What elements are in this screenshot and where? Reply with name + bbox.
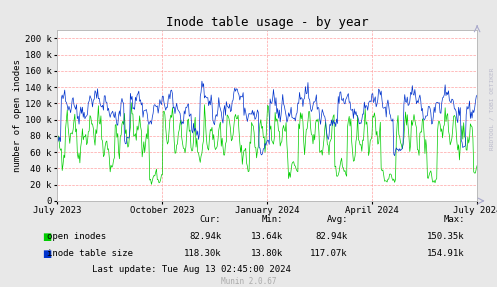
Text: open inodes: open inodes [47,232,106,241]
Title: Inode table usage - by year: Inode table usage - by year [166,16,368,29]
Y-axis label: number of open inodes: number of open inodes [13,59,22,172]
Text: 154.91k: 154.91k [427,249,465,259]
Text: Cur:: Cur: [200,215,221,224]
Text: Min:: Min: [262,215,283,224]
Text: 13.80k: 13.80k [251,249,283,259]
Text: 82.94k: 82.94k [189,232,221,241]
Text: inode table size: inode table size [47,249,133,259]
Text: Avg:: Avg: [327,215,348,224]
Text: 13.64k: 13.64k [251,232,283,241]
Text: 117.07k: 117.07k [310,249,348,259]
Text: Max:: Max: [443,215,465,224]
Text: ■: ■ [42,249,52,259]
Text: 150.35k: 150.35k [427,232,465,241]
Text: 118.30k: 118.30k [183,249,221,259]
Text: ■: ■ [42,232,52,242]
Text: 82.94k: 82.94k [316,232,348,241]
Text: Munin 2.0.67: Munin 2.0.67 [221,277,276,286]
Text: Last update: Tue Aug 13 02:45:00 2024: Last update: Tue Aug 13 02:45:00 2024 [92,265,291,274]
Text: RRDTOOL / TOBI OETIKER: RRDTOOL / TOBI OETIKER [490,68,495,150]
